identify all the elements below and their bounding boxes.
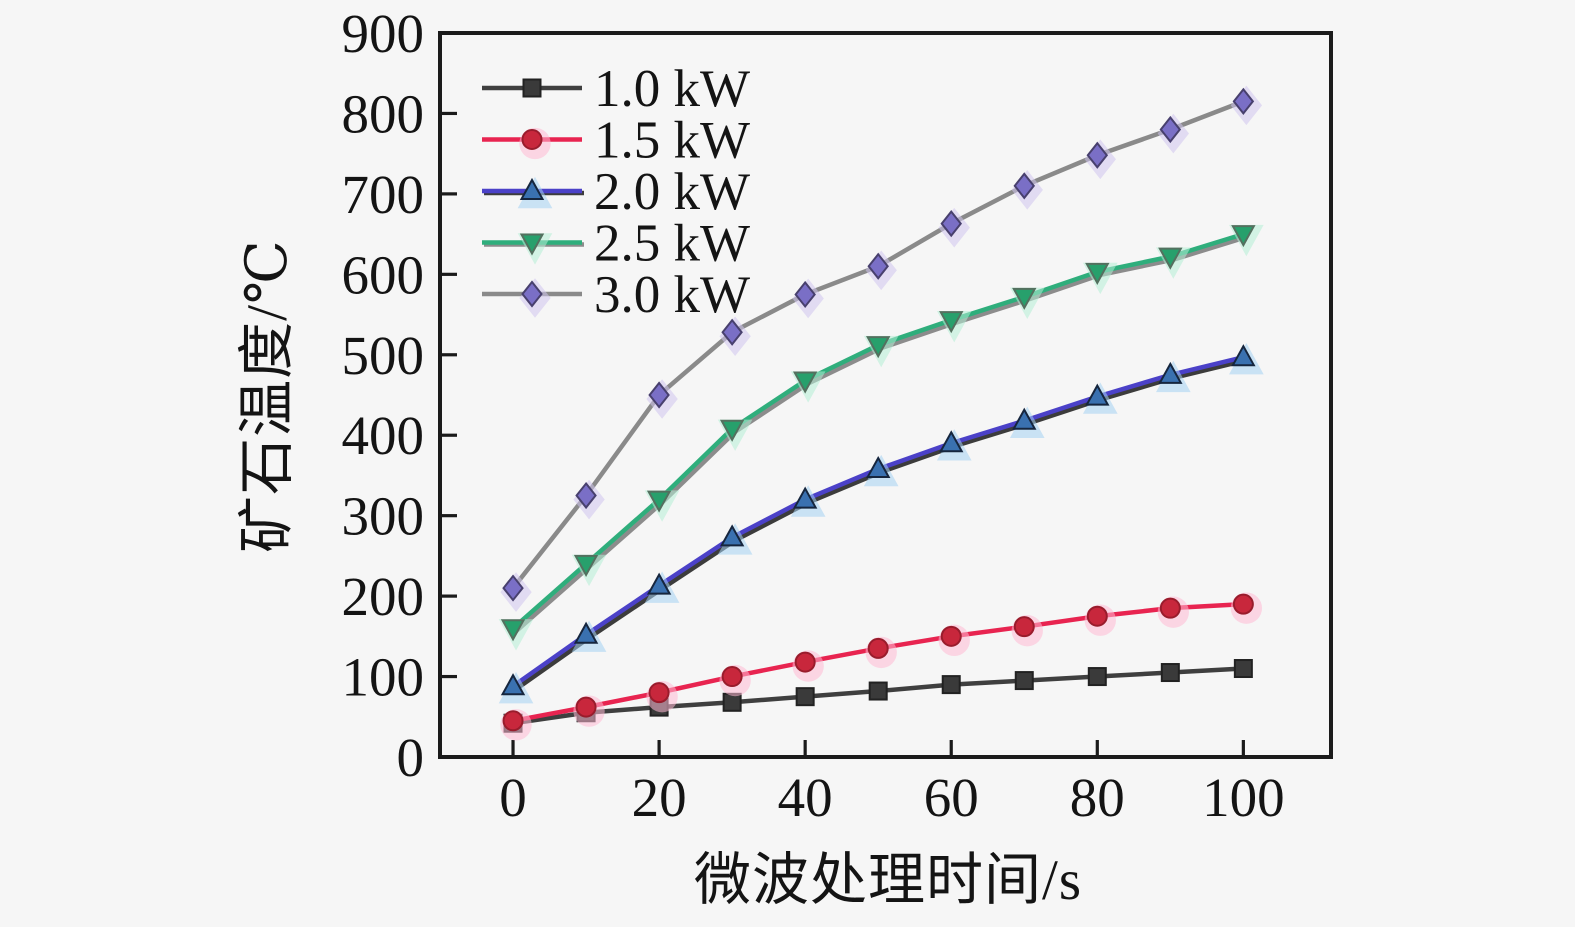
y-tick-label: 300 xyxy=(342,486,425,547)
series-2-5-kw-marker xyxy=(866,336,891,359)
series-1-5-kw-marker xyxy=(502,710,524,732)
series-1-5-kw-marker xyxy=(575,696,597,718)
x-tick-label: 60 xyxy=(924,767,979,828)
series-3-0-kw-marker xyxy=(940,210,963,238)
legend-item-3-0-kw-label: 3.0 kW xyxy=(594,266,750,324)
series-1-5-kw-marker xyxy=(1013,616,1035,638)
series-1-5-kw-marker xyxy=(940,625,962,647)
y-tick-label: 600 xyxy=(342,244,425,305)
plot-frame xyxy=(438,31,1333,759)
series-2-0-kw-marker xyxy=(573,621,599,644)
series-2-0-kw-marker xyxy=(792,486,818,509)
y-tick-label: 200 xyxy=(342,566,425,627)
series-2-5-kw-marker xyxy=(792,371,818,394)
legend-item-1-5-kw-marker xyxy=(521,129,543,150)
series-2-0-kw-marker xyxy=(719,524,745,547)
series-2-5-kw-marker xyxy=(1085,262,1110,285)
series-2-5-kw-marker xyxy=(1158,247,1183,270)
legend-item-1-5-kw-label: 1.5 kW xyxy=(594,112,750,170)
series-1-5-kw-marker xyxy=(721,666,743,688)
x-tick-label: 100 xyxy=(1202,767,1285,828)
series-3-0-kw-marker xyxy=(575,481,597,510)
legend-item-1-0-kw-label: 1.0 kW xyxy=(594,60,750,118)
series-1-0-kw-marker xyxy=(795,687,815,707)
series-3-0-kw-marker xyxy=(794,280,816,309)
series-3-0-kw-marker xyxy=(648,381,670,409)
series-1-5-kw-marker xyxy=(648,682,670,704)
series-3-0-kw-marker xyxy=(721,318,743,346)
y-tick-label: 700 xyxy=(342,164,425,225)
series-1-5-kw-marker xyxy=(1232,593,1254,615)
series-2-0-kw-marker xyxy=(939,430,964,453)
series-2-0-kw-marker xyxy=(866,455,891,479)
series-2-0-kw-marker xyxy=(646,572,672,595)
y-axis-title: 矿石温度/℃ xyxy=(236,239,299,553)
series-1-0-kw-marker xyxy=(1160,663,1180,683)
series-1-0-kw-marker xyxy=(941,675,961,695)
series-2-5-kw-marker xyxy=(500,619,526,642)
legend-item-2-5-kw-marker xyxy=(519,233,545,256)
series-1-0-kw-marker xyxy=(1014,671,1034,691)
legend-item-2-0-kw-label: 2.0 kW xyxy=(594,163,750,221)
series-2-5-kw-marker xyxy=(719,419,745,442)
series-2-0-kw-marker xyxy=(1085,383,1110,406)
series-1-5-kw-marker xyxy=(867,637,889,659)
series-1-5-kw-marker xyxy=(1159,597,1181,619)
series-3-0-kw-marker xyxy=(1086,141,1109,169)
series-3-0-kw-marker xyxy=(1159,115,1182,144)
series-1-5-kw-marker xyxy=(1086,605,1108,627)
series-3-0-kw-marker xyxy=(1013,172,1036,200)
series-1-0-kw-marker xyxy=(868,681,888,701)
y-tick-label: 400 xyxy=(342,405,425,466)
y-tick-label: 500 xyxy=(342,325,425,386)
series-3-0-kw-marker xyxy=(867,252,889,280)
series-1-5-kw-marker xyxy=(794,651,816,673)
x-tick-label: 0 xyxy=(499,767,527,828)
legend-item-1-0-kw-marker xyxy=(522,78,542,98)
series-2-0-kw-marker xyxy=(1158,361,1183,384)
x-axis-title: 微波处理时间/s xyxy=(693,849,1083,912)
series-2-0-kw-marker xyxy=(500,673,526,696)
x-tick-label: 40 xyxy=(778,767,833,828)
x-tick-label: 20 xyxy=(632,767,687,828)
y-tick-label: 900 xyxy=(342,3,425,64)
series-2-0-kw-marker xyxy=(1012,407,1037,430)
series-2-5-kw-marker xyxy=(646,490,672,513)
series-2-5-kw-marker xyxy=(573,554,599,578)
series-3-0-kw-marker xyxy=(1232,87,1255,115)
series-2-5-kw-marker xyxy=(1012,287,1037,310)
y-tick-label: 100 xyxy=(342,647,425,708)
series-1-0-kw-marker xyxy=(1233,659,1253,679)
series-1-0-kw-marker xyxy=(1087,667,1107,687)
series-2-5-kw-marker xyxy=(1231,225,1256,248)
x-tick-label: 80 xyxy=(1070,767,1125,828)
series-1-0-kw-marker xyxy=(722,692,742,712)
y-tick-label: 800 xyxy=(342,83,425,144)
y-tick-label: 0 xyxy=(397,727,425,788)
series-3-0-kw-marker xyxy=(502,574,524,602)
series-2-5-kw-marker xyxy=(939,311,964,334)
legend-item-2-0-kw-marker xyxy=(519,177,545,200)
series-2-0-kw-marker xyxy=(1231,344,1256,367)
legend-item-3-0-kw-marker xyxy=(521,280,543,308)
legend-item-2-5-kw-label: 2.5 kW xyxy=(594,215,750,273)
series-2-0-kw-line xyxy=(511,355,1244,689)
